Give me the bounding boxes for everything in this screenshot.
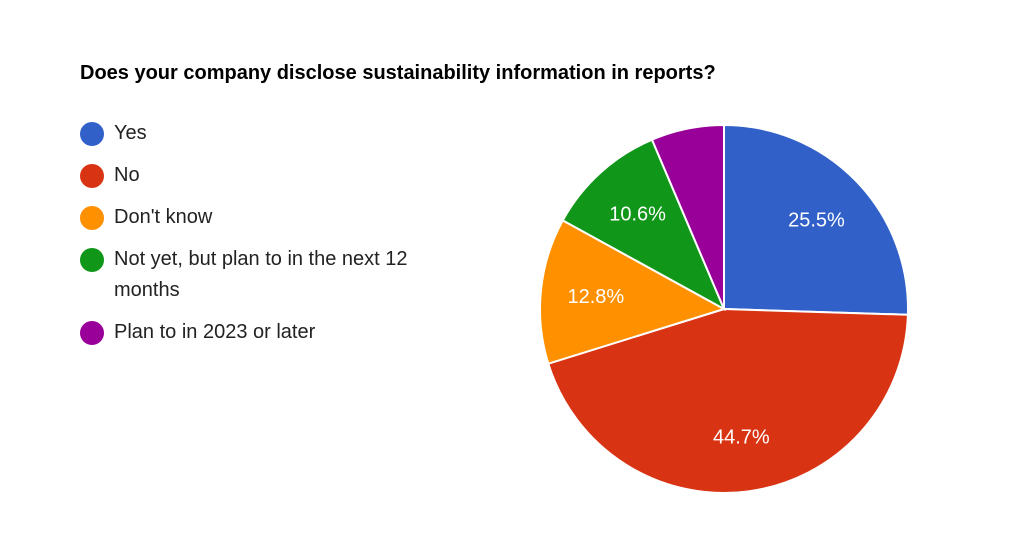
pie-slice-yes[interactable] bbox=[723, 123, 909, 316]
legend-label-plan-2023-or-later: Plan to in 2023 or later bbox=[114, 321, 316, 343]
legend-label-no: No bbox=[114, 164, 140, 186]
legend-swatch-no bbox=[80, 164, 104, 188]
pie-slice-dont-know[interactable] bbox=[539, 218, 727, 365]
legend-swatch-yes bbox=[80, 122, 104, 146]
slice-label-dont-know: 12.8% bbox=[567, 286, 624, 308]
pie-slice-plan-2023-or-later[interactable] bbox=[650, 123, 725, 310]
pie-slice-no[interactable] bbox=[547, 307, 909, 494]
legend-label-plan-next-12-months: Not yet, but plan to in the next 12 mont… bbox=[114, 248, 408, 301]
legend-label-yes: Yes bbox=[114, 122, 147, 144]
legend-item-no[interactable]: No bbox=[80, 162, 410, 191]
legend-label-dont-know: Don't know bbox=[114, 206, 213, 228]
slice-label-plan-next-12-months: 10.6% bbox=[609, 203, 666, 225]
legend-item-yes[interactable]: Yes bbox=[80, 120, 410, 149]
slice-label-yes: 25.5% bbox=[788, 209, 845, 231]
legend-item-dont-know[interactable]: Don't know bbox=[80, 204, 410, 233]
legend-swatch-dont-know bbox=[80, 206, 104, 230]
legend-swatch-plan-next-12-months bbox=[80, 248, 104, 272]
legend-swatch-plan-2023-or-later bbox=[80, 321, 104, 345]
legend-item-plan-next-12-months[interactable]: Not yet, but plan to in the next 12 mont… bbox=[80, 246, 410, 306]
legend-item-plan-2023-or-later[interactable]: Plan to in 2023 or later bbox=[80, 319, 410, 348]
pie-slice-plan-next-12-months[interactable] bbox=[561, 138, 727, 312]
slice-label-no: 44.7% bbox=[713, 427, 770, 449]
legend: Yes No Don't know Not yet, but plan to i… bbox=[80, 120, 410, 361]
chart-title: Does your company disclose sustainabilit… bbox=[80, 62, 716, 84]
